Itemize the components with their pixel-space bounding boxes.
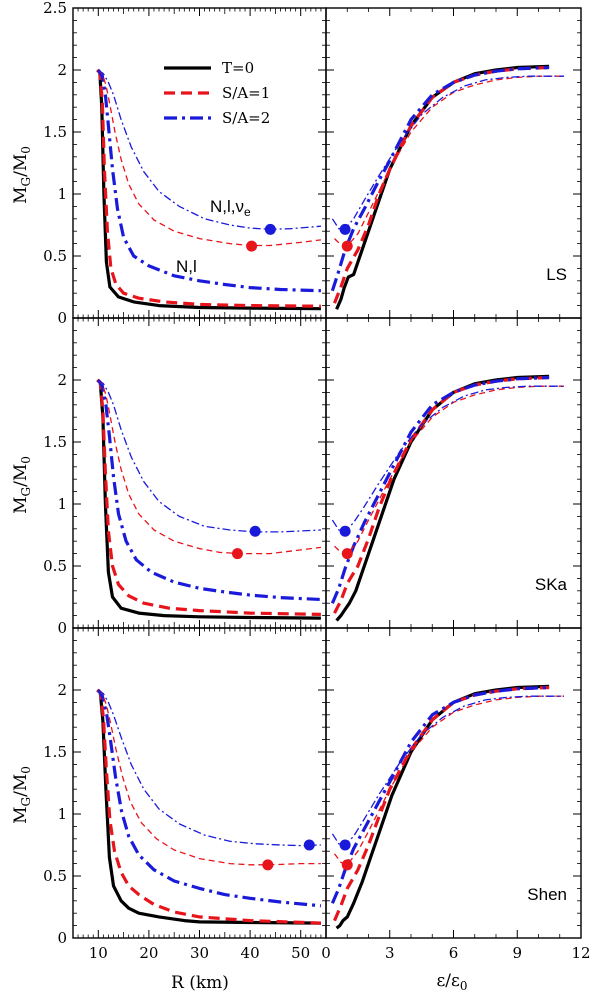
x-tick-label-right: 0 xyxy=(321,944,331,962)
panel-frame-left xyxy=(72,7,327,319)
x-axis-title-left: R (km) xyxy=(171,973,229,993)
y-axis-title-part: G xyxy=(19,797,33,807)
y-axis-title-part: M xyxy=(11,186,31,203)
y-tick-label: 1 xyxy=(57,495,67,513)
curve-label-thin: N,l,νe xyxy=(210,197,251,219)
x-tick-label-right: 9 xyxy=(512,944,522,962)
data-point-marker-red xyxy=(341,240,353,252)
x-axis-title-right-main: ε/ε xyxy=(437,971,461,991)
data-point-marker-red xyxy=(341,548,353,560)
series-line-sa1-thick-left xyxy=(96,688,321,925)
series-line-sa1-thin-right xyxy=(334,385,564,555)
y-tick-label: 0 xyxy=(57,929,67,947)
series-line-sa2-thick-right xyxy=(330,65,550,292)
y-axis-title-part: M xyxy=(11,496,31,513)
y-axis-title-part: 0 xyxy=(19,456,33,464)
series-line-sa2-thin-right xyxy=(331,385,564,532)
data-point-marker-red xyxy=(341,859,353,871)
y-tick-label: 2.5 xyxy=(43,0,67,17)
series-line-sa1-thick-left xyxy=(96,378,321,616)
data-point-marker-blue xyxy=(249,525,261,537)
y-axis-title-part: G xyxy=(19,487,33,497)
y-axis-title-part: 0 xyxy=(19,146,33,154)
series-line-sa2-thick-left xyxy=(96,379,321,602)
series-line-sa2-thin-right xyxy=(331,75,564,230)
series-line-t0-right xyxy=(335,374,550,622)
series-line-t0-left xyxy=(96,378,321,620)
series-line-sa1-thin-left xyxy=(97,379,321,555)
data-point-marker-red xyxy=(246,240,258,252)
series-line-sa2-thick-left xyxy=(96,69,321,293)
y-tick-label: 0 xyxy=(57,309,67,327)
y-tick-label: 1.5 xyxy=(43,123,67,141)
series-line-sa2-thin-left xyxy=(97,689,321,847)
series-line-sa2-thick-right xyxy=(330,375,550,604)
y-tick-label: 1 xyxy=(57,805,67,823)
y-tick-label: 0.5 xyxy=(43,557,67,575)
y-axis-title: MG/M0 xyxy=(11,146,33,204)
x-axis-title-right-sub: 0 xyxy=(460,979,468,993)
x-tick-label-right: 6 xyxy=(449,944,459,962)
series-line-sa1-thin-right xyxy=(334,75,564,247)
panel-frame-left xyxy=(72,627,327,939)
data-point-marker-blue xyxy=(339,223,351,235)
curve-label-thick: N,l xyxy=(176,257,197,276)
series-line-sa1-thin-left xyxy=(97,689,321,866)
y-axis-title-part: /M xyxy=(11,154,31,177)
panel-tag-label: Shen xyxy=(527,885,567,904)
y-tick-label: 0 xyxy=(57,619,67,637)
y-axis-title-part: G xyxy=(19,177,33,187)
x-tick-label-left: 20 xyxy=(139,944,158,962)
data-point-marker-red xyxy=(262,859,274,871)
series-line-sa1-thin-left xyxy=(97,69,321,247)
y-axis-title-part: /M xyxy=(11,774,31,797)
data-point-marker-blue xyxy=(264,223,276,235)
legend-entry-label: S/A=1 xyxy=(222,84,270,102)
y-axis-title: MG/M0 xyxy=(11,456,33,514)
x-tick-label-left: 30 xyxy=(190,944,209,962)
y-tick-label: 0.5 xyxy=(43,867,67,885)
x-axis-title-right: ε/ε0 xyxy=(437,971,468,993)
legend-entry-label: S/A=2 xyxy=(222,109,270,127)
y-axis-title-part: 0 xyxy=(19,766,33,774)
curve-label-thin-main: N,l,ν xyxy=(210,197,244,216)
panel-frame-right xyxy=(325,7,582,319)
series-line-t0-left xyxy=(96,68,321,311)
series-line-sa2-thin-left xyxy=(97,69,321,230)
series-line-t0-right xyxy=(335,64,550,310)
data-point-marker-blue xyxy=(339,525,351,537)
y-axis-title-part: /M xyxy=(11,464,31,487)
series-line-sa2-thick-left xyxy=(96,689,322,908)
y-tick-label: 2 xyxy=(57,371,67,389)
x-tick-label-left: 40 xyxy=(241,944,260,962)
series-line-sa1-thick-right xyxy=(333,65,550,304)
panel-tag-label: LS xyxy=(546,265,567,284)
data-point-marker-blue xyxy=(339,839,351,851)
data-point-marker-red xyxy=(231,548,243,560)
x-tick-label-left: 10 xyxy=(89,944,108,962)
x-tick-label-left: 50 xyxy=(291,944,310,962)
y-tick-label: 1.5 xyxy=(43,743,67,761)
legend-entry-label: T=0 xyxy=(222,59,254,77)
data-point-marker-blue xyxy=(303,839,315,851)
panel-tag-label: SKa xyxy=(535,575,568,594)
y-tick-label: 1 xyxy=(57,185,67,203)
x-tick-label-right: 3 xyxy=(385,944,395,962)
series-line-sa1-thick-right xyxy=(333,685,550,922)
y-tick-label: 1.5 xyxy=(43,433,67,451)
curve-label-thin-sub: e xyxy=(244,205,251,219)
series-line-sa2-thin-left xyxy=(97,379,321,533)
series-line-t0-right xyxy=(335,684,550,930)
series-line-sa1-thick-right xyxy=(333,375,550,614)
y-tick-label: 2 xyxy=(57,681,67,699)
y-tick-label: 2 xyxy=(57,61,67,79)
y-tick-label: 0.5 xyxy=(43,247,67,265)
x-tick-label-right: 12 xyxy=(571,944,590,962)
y-axis-title: MG/M0 xyxy=(11,766,33,824)
y-axis-title-part: M xyxy=(11,806,31,823)
